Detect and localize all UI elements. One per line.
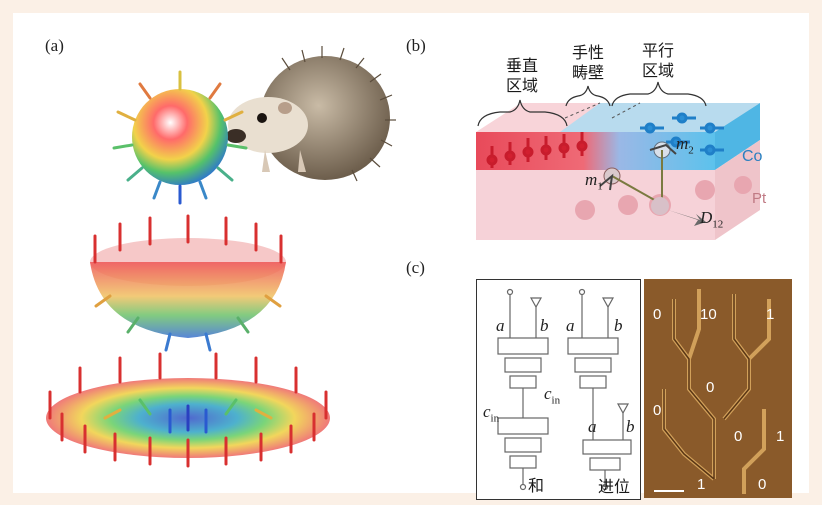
hedgehog-illustration — [226, 46, 396, 182]
m2-label: m2 — [676, 134, 694, 156]
hedgehog-skyrmion — [112, 70, 248, 205]
m1-sub: 1 — [597, 180, 603, 193]
input-a-left: a — [496, 316, 505, 335]
panel-label-c: (c) — [406, 258, 425, 277]
m2-base: m — [676, 134, 689, 153]
chip-value-7: 1 — [776, 428, 785, 445]
chip-value-3: 1 — [766, 306, 775, 323]
chiral-wall-line-1: 手性 — [571, 43, 604, 62]
chip-pattern — [654, 289, 771, 494]
chip-value-5: 0 — [653, 402, 662, 419]
sum-output-label: 和 — [528, 476, 545, 495]
cin2-base: c — [544, 384, 552, 403]
cin1-base: c — [483, 402, 491, 421]
panel-label-a: (a) — [45, 36, 64, 55]
input-b-lower: b — [626, 417, 635, 436]
chip-value-1: 0 — [653, 306, 662, 323]
perpendicular-line-2: 区域 — [505, 76, 538, 95]
input-b-right: b — [614, 316, 623, 335]
panel-label-b: (b) — [406, 36, 426, 55]
perpendicular-region-label: 垂直 区域 — [492, 56, 552, 96]
parallel-line-1: 平行 — [641, 41, 674, 60]
cin2-sub: in — [551, 394, 561, 407]
chiral-wall-label: 手性 畴壁 — [558, 43, 618, 83]
input-cin-left: cin — [483, 402, 499, 424]
pt-label: Pt — [752, 190, 767, 207]
d12-base: D — [700, 208, 713, 227]
input-a-lower: a — [588, 417, 597, 436]
carry-output-label: 进位 — [598, 477, 631, 496]
input-cin-right: cin — [544, 384, 560, 406]
bowl-skyrmion — [90, 214, 286, 352]
chip-value-2: 10 — [700, 306, 717, 323]
chip-value-4: 0 — [706, 379, 715, 396]
input-b-left: b — [540, 316, 549, 335]
cin1-sub: in — [490, 412, 500, 425]
parallel-line-2: 区域 — [641, 61, 674, 80]
m1-label: m1 — [585, 170, 603, 192]
m2-sub: 2 — [688, 144, 694, 157]
co-label: Co — [742, 148, 763, 165]
chiral-wall-line-2: 畴壁 — [571, 63, 604, 82]
chip-value-8: 1 — [697, 476, 706, 493]
m1-base: m — [585, 170, 598, 189]
d12-label: D12 — [700, 208, 723, 230]
perpendicular-line-1: 垂直 — [505, 56, 538, 75]
logic-circuit-box — [476, 279, 641, 500]
d12-sub: 12 — [712, 218, 724, 231]
chip-micrograph — [644, 279, 792, 498]
input-a-right: a — [566, 316, 575, 335]
chip-value-6: 0 — [734, 428, 743, 445]
chip-value-9: 0 — [758, 476, 767, 493]
parallel-region-label: 平行 区域 — [628, 41, 688, 81]
disk-skyrmion — [46, 352, 330, 468]
